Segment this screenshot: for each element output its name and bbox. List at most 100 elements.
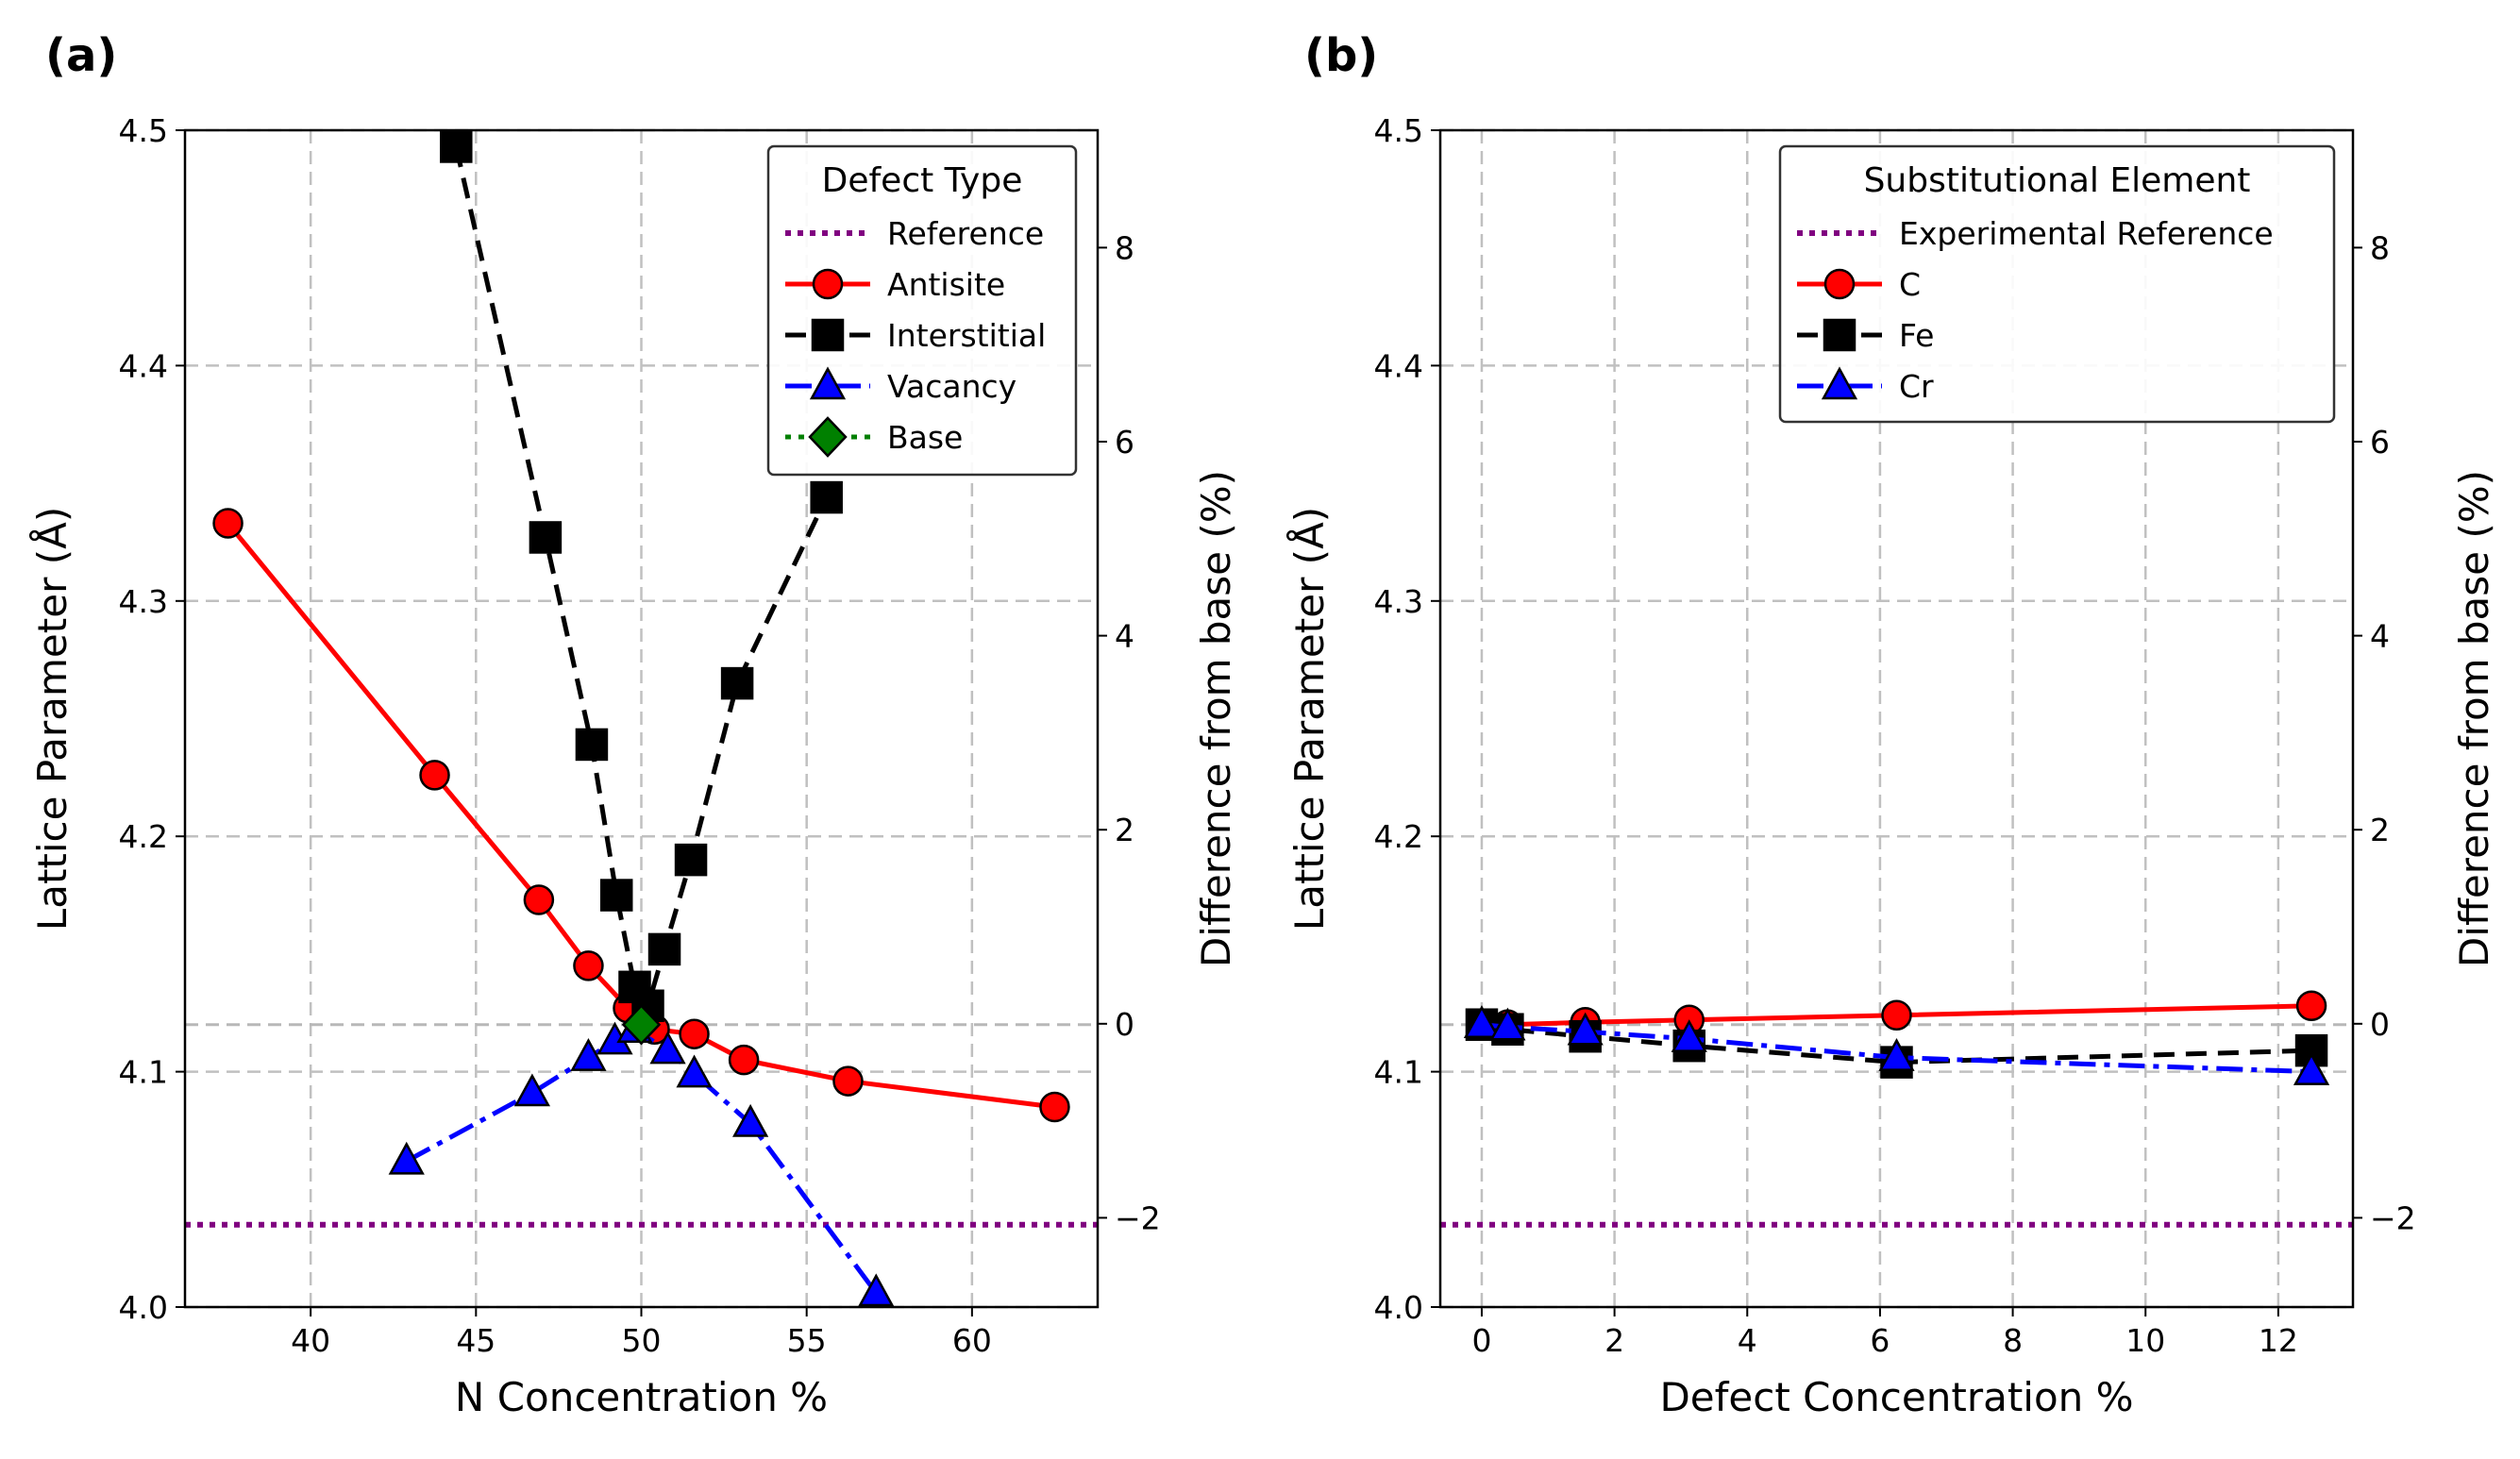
legend-entry: Interstitial: [887, 317, 1046, 354]
legend-entry: Antisite: [887, 266, 1005, 303]
data-point-antisite: [573, 950, 604, 981]
x-tick-label: 50: [622, 1322, 662, 1359]
data-point-antisite: [679, 1018, 710, 1049]
data-point-vacancy: [570, 1038, 607, 1071]
y2-tick-label: 4: [2370, 618, 2390, 655]
y2-tick-label: −2: [2370, 1199, 2416, 1236]
series-line-fe: [1481, 1022, 2312, 1065]
y2-tick-label: 8: [1115, 229, 1134, 266]
data-point-cr: [2293, 1052, 2330, 1085]
legend-title: Substitutional Element: [1864, 161, 2251, 200]
data-point-base: [621, 1003, 662, 1046]
plot-frame: [183, 128, 1100, 1309]
y-tick-label: 4.2: [119, 818, 168, 855]
data-point-vacancy: [732, 1103, 769, 1137]
panel-label: (b): [1304, 29, 1378, 82]
y-tick-label: 4.5: [1374, 112, 1423, 149]
y-tick-label: 4.0: [119, 1289, 168, 1326]
plot-frame: [1438, 128, 2355, 1309]
legend-entry: C: [1899, 266, 1921, 303]
data-point-interstitial: [575, 728, 609, 762]
y2-tick-label: −2: [1115, 1199, 1161, 1236]
data-point-interstitial: [810, 480, 843, 514]
legend-entry: Fe: [1899, 317, 1934, 354]
y2-tick-label: 8: [2370, 229, 2390, 266]
legend-marker-vacancy: [809, 366, 847, 400]
y-tick-label: 4.1: [119, 1054, 168, 1091]
y2-axis-label: Difference from base (%): [1193, 470, 1239, 967]
data-point-cr: [1671, 1019, 1707, 1052]
x-tick-label: 60: [952, 1322, 992, 1359]
data-point-vacancy: [858, 1273, 895, 1307]
legend-entry: Base: [887, 419, 963, 456]
x-tick-label: 12: [2259, 1322, 2298, 1359]
legend-marker-interstitial: [811, 318, 845, 352]
y2-tick-label: 2: [2370, 812, 2390, 848]
data-point-cr: [1878, 1038, 1915, 1071]
y2-tick-label: 6: [2370, 424, 2390, 461]
x-axis-label: N Concentration %: [455, 1374, 828, 1420]
data-point-interstitial: [529, 521, 563, 554]
x-tick-label: 6: [1870, 1322, 1890, 1359]
legend-marker-cr: [1821, 366, 1858, 400]
legend-entry: Cr: [1899, 368, 1934, 405]
panel-label: (a): [45, 29, 117, 82]
data-point-antisite: [212, 508, 244, 539]
data-point-cr: [1489, 1007, 1526, 1041]
legend-marker-antisite: [812, 268, 844, 300]
y-tick-label: 4.0: [1374, 1289, 1423, 1326]
y-tick-label: 4.4: [1374, 347, 1423, 384]
data-layer: [212, 130, 1070, 1307]
data-point-vacancy: [676, 1054, 713, 1088]
x-tick-label: 0: [1471, 1322, 1491, 1359]
x-tick-label: 10: [2125, 1322, 2165, 1359]
y2-tick-label: 0: [1115, 1006, 1134, 1043]
legend-box: [766, 144, 1078, 477]
data-point-antisite: [832, 1065, 864, 1097]
data-point-antisite: [419, 760, 450, 791]
y2-tick-label: 0: [2370, 1006, 2390, 1043]
panel-b: (b) 0 2 4 6 8 10 12 4.0 4.1 4.2 4.3 4.4 4.5 −2 0 2 4 6 8 Def…: [1285, 29, 2497, 1420]
y-tick-label: 4.3: [119, 583, 168, 620]
y-tick-label: 4.2: [1374, 818, 1423, 855]
x-axis-label: Defect Concentration %: [1659, 1374, 2133, 1420]
y-tick-label: 4.5: [119, 112, 168, 149]
legend-marker-base: [808, 416, 848, 458]
legend-marker-c: [1823, 268, 1856, 300]
y-tick-label: 4.3: [1374, 583, 1423, 620]
data-point-vacancy: [513, 1073, 550, 1107]
data-point-c: [2295, 990, 2327, 1022]
data-point-interstitial: [440, 130, 473, 163]
legend-title: Defect Type: [822, 161, 1023, 200]
data-point-vacancy: [388, 1141, 425, 1175]
legend-entry: Vacancy: [887, 368, 1016, 405]
data-layer: [1463, 990, 2330, 1085]
data-point-interstitial: [599, 879, 633, 912]
legend-entry: Experimental Reference: [1899, 215, 2274, 252]
data-point-vacancy: [649, 1031, 686, 1065]
x-tick-label: 2: [1604, 1322, 1624, 1359]
y-axis-label: Lattice Parameter (Å): [1285, 507, 1333, 931]
legend-marker-fe: [1823, 318, 1856, 352]
x-tick-label: 4: [1738, 1322, 1757, 1359]
x-tick-label: 40: [291, 1322, 330, 1359]
data-point-cr: [1463, 1005, 1501, 1038]
data-point-interstitial: [674, 843, 708, 877]
y2-tick-label: 2: [1115, 812, 1134, 848]
panel-a: (a) 40 45 50 55 60 4.0 4.1 4.2 4.3 4.4 4.5 −2 0 2 4 6 8 N …: [28, 29, 1239, 1420]
legend-entry: Reference: [887, 215, 1044, 252]
data-point-antisite: [1039, 1091, 1070, 1123]
y-tick-label: 4.1: [1374, 1054, 1423, 1091]
data-point-c: [1881, 999, 1912, 1031]
y-axis-label: Lattice Parameter (Å): [28, 507, 76, 931]
data-point-cr: [1567, 1012, 1604, 1046]
x-tick-label: 45: [456, 1322, 496, 1359]
x-tick-label: 55: [787, 1322, 827, 1359]
y-tick-label: 4.4: [119, 347, 168, 384]
y2-axis-label: Difference from base (%): [2451, 470, 2497, 967]
legend-box: [1778, 144, 2336, 424]
data-point-interstitial: [720, 666, 754, 700]
data-point-antisite: [523, 884, 555, 915]
y2-tick-label: 6: [1115, 424, 1134, 461]
